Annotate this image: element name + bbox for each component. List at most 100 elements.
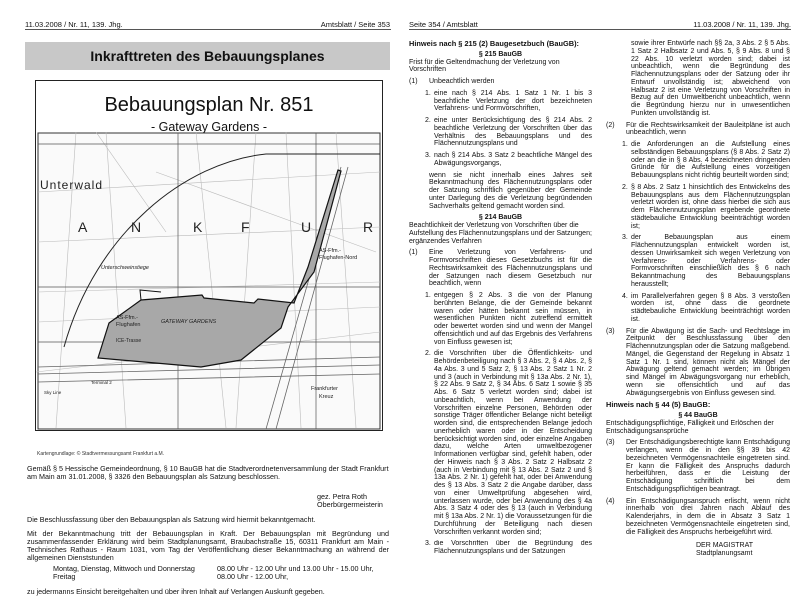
announcement-paragraph: Die Beschlussfassung über den Bebauungsp… [27, 515, 316, 524]
s214-para-1: (1) Eine Verletzung von Verfahrens- und F… [409, 249, 592, 288]
item-number: 2. [425, 117, 431, 124]
map-caption: Kartengrundlage: © Stadtvermessungsamt F… [37, 451, 165, 457]
right-header-rule [409, 29, 791, 30]
item-text: § 8 Abs. 2 Satz 1 hinsichtlich des Entwi… [631, 183, 790, 230]
item-number: 1. [425, 89, 431, 97]
signature-name: gez. Petra Roth [317, 492, 367, 501]
item-text: entgegen § 2 Abs. 3 die von der Planung … [434, 292, 592, 346]
map-label-unterschweinstiege: Unterschweinstiege [101, 265, 149, 271]
map-figure: Bebauungsplan Nr. 851 - Gateway Gardens … [35, 80, 383, 431]
signature-title: Oberbürgermeisterin [317, 500, 383, 509]
item-number: 3. [622, 234, 628, 242]
s44-para-4: (4) Ein Entschädigungsanspruch erlischt, … [606, 498, 790, 537]
map-label-gateway-gardens: GATEWAY GARDENS [161, 319, 217, 325]
item-text: eine unter Berücksichtigung des § 214 Ab… [434, 117, 592, 148]
s215-subtitle: Frist für die Geltendmachung der Verletz… [409, 58, 560, 74]
gateway-gardens-area [97, 169, 342, 368]
map-label-as-nord-1: AS-Ffm.- [319, 248, 341, 254]
right-header-page: Seite 354 / Amtsblatt [409, 20, 478, 29]
map-label-terminal-2: Terminal 2 [91, 380, 112, 385]
item-text-start: die Vorschriften über die Begründung des… [434, 540, 592, 555]
s215-para-1: (1) Unbeachtlich werden [409, 78, 592, 86]
map-drawing: Unterwald A N K F U R Unterschweinstiege… [36, 132, 381, 430]
right-header-date: 11.03.2008 / Nr. 11, 139. Jhg. [693, 20, 791, 29]
resolution-paragraph: Gemäß § 5 Hessische Gemeindeordnung, § 1… [27, 464, 389, 481]
s215-title: § 215 BauGB [478, 50, 523, 58]
map-boundary-line [63, 153, 380, 348]
map-label-kreuz: Kreuz [319, 394, 334, 400]
s214-subtitle: Beachtlichkeit der Verletzung von Vorsch… [409, 222, 592, 245]
map-label-u: U [301, 219, 311, 235]
para-text: Ein Entschädigungsanspruch erlischt, wen… [626, 497, 790, 536]
left-header-rule [25, 29, 391, 30]
magistrat-signature: DER MAGISTRAT Stadtplanungsamt [696, 542, 790, 558]
map-frame [37, 132, 381, 430]
para-text: Für die Abwägung ist die Sach- und Recht… [626, 327, 790, 397]
effect-paragraph: Mit der Bekanntmachung tritt der Bebauun… [27, 529, 389, 562]
list-item-continuation: sowie ihrer Entwürfe nach §§ 2a, 3 Abs. … [622, 40, 790, 118]
right-column-2: sowie ihrer Entwürfe nach §§ 2a, 3 Abs. … [606, 40, 790, 558]
list-item: 3. der Bebauungsplan aus einem Flächennut… [622, 234, 790, 288]
list-item: 1. eine nach § 214 Abs. 1 Satz 1 Nr. 1 bi… [425, 90, 592, 113]
item-number: 2. [425, 350, 431, 358]
hours-time-2: 08.00 Uhr - 12.00 Uhr, [217, 572, 289, 581]
item-text: im Parallelverfahren gegen § 8 Abs. 3 ve… [631, 292, 790, 323]
hours-days-2: Freitag [53, 572, 76, 581]
list-item: 2. § 8 Abs. 2 Satz 1 hinsichtlich des Ent… [622, 184, 790, 231]
item-number: 4. [622, 292, 628, 300]
para-text: Eine Verletzung von Verfahrens- und Form… [429, 249, 592, 288]
para-number: (3) [606, 327, 615, 335]
map-area-hook [139, 289, 162, 301]
s44-title: § 44 BauGB [678, 412, 718, 419]
map-label-frankfurter: Frankfurter [311, 386, 338, 392]
map-label-unterwald: Unterwald [40, 178, 103, 192]
hours-days-1: Montag, Dienstag, Mittwoch und Donnersta… [53, 564, 195, 573]
map-title: Bebauungsplan Nr. 851 [104, 94, 314, 116]
item-text: der Bebauungsplan aus einem Flächennutzu… [631, 234, 790, 288]
para-number: (1) [409, 78, 418, 85]
s44-para-3: (3) Der Entschädigungsberechtigte kann En… [606, 439, 790, 493]
map-label-f: F [241, 219, 250, 235]
s214-para-2: (2) Für die Rechtswirksamkeit der Bauleit… [606, 122, 790, 138]
map-label-k: K [193, 219, 203, 235]
left-header-page: Amtsblatt / Seite 353 [320, 20, 390, 29]
map-label-ice-trasse: ICE-Trasse [116, 338, 141, 344]
para-number: (2) [606, 121, 615, 129]
item-text: die Vorschriften über die Öffentlichkeit… [434, 350, 592, 536]
map-label-n: N [131, 219, 141, 235]
item-number: 2. [622, 183, 628, 191]
s214-para-3: (3) Für die Abwägung ist die Sach- und Re… [606, 328, 790, 398]
hinweis-215-heading: Hinweis nach § 215 (2) Baugesetzbuch (Ba… [409, 39, 580, 48]
item-text: nach § 214 Abs. 3 Satz 2 beachtliche Män… [434, 152, 592, 167]
s215-tail: wenn sie nicht innerhalb eines Jahres se… [429, 171, 592, 210]
map-label-r: R [363, 219, 373, 235]
item-number: 3. [425, 540, 431, 548]
list-item: 1. die Anforderungen an die Aufstellung e… [622, 141, 790, 180]
map-label-as-flughafen-2: Flughafen [116, 322, 140, 328]
list-item: 2. eine unter Berücksichtigung des § 214 … [425, 117, 592, 148]
list-item: 3. nach § 214 Abs. 3 Satz 2 beachtliche M… [425, 152, 592, 168]
map-label-sky-line: Sky Line [44, 390, 62, 395]
hours-time-1: 08.00 Uhr - 12.00 Uhr und 13.00 Uhr - 15… [217, 564, 374, 573]
signature-line-2: Stadtplanungsamt [696, 550, 753, 557]
list-item: 4. im Parallelverfahren gegen § 8 Abs. 3 … [622, 293, 790, 324]
para-number: (3) [606, 439, 615, 447]
item-number: 3. [425, 152, 431, 159]
para-text: Der Entschädigungsberechtigte kann Entsc… [626, 439, 790, 493]
item-text: eine nach § 214 Abs. 1 Satz 1 Nr. 1 bis … [434, 89, 592, 113]
item-number: 1. [425, 292, 431, 299]
left-header-date: 11.03.2008 / Nr. 11, 139. Jhg. [25, 20, 123, 29]
para-text: Für die Rechtswirksamkeit der Bauleitplä… [626, 121, 790, 137]
item-text: sowie ihrer Entwürfe nach §§ 2a, 3 Abs. … [631, 40, 790, 117]
map-label-as-nord-2: Flughafen-Nord [319, 255, 357, 261]
item-number: 1. [622, 141, 628, 148]
s214-title: § 214 BauGB [478, 214, 523, 222]
map-label-a: A [78, 219, 88, 235]
map-label-as-flughafen-1: AS-Ffm.- [116, 315, 138, 321]
section-title: Inkrafttreten des Bebauungsplanes [25, 42, 390, 70]
signature-line-1: DER MAGISTRAT [696, 542, 754, 550]
hinweis-44-heading: Hinweis nach § 44 (5) BauGB: [606, 400, 711, 410]
para-number: (4) [606, 497, 615, 505]
para-number: (1) [409, 249, 418, 257]
list-item: 1. entgegen § 2 Abs. 3 die von der Planun… [425, 292, 592, 346]
